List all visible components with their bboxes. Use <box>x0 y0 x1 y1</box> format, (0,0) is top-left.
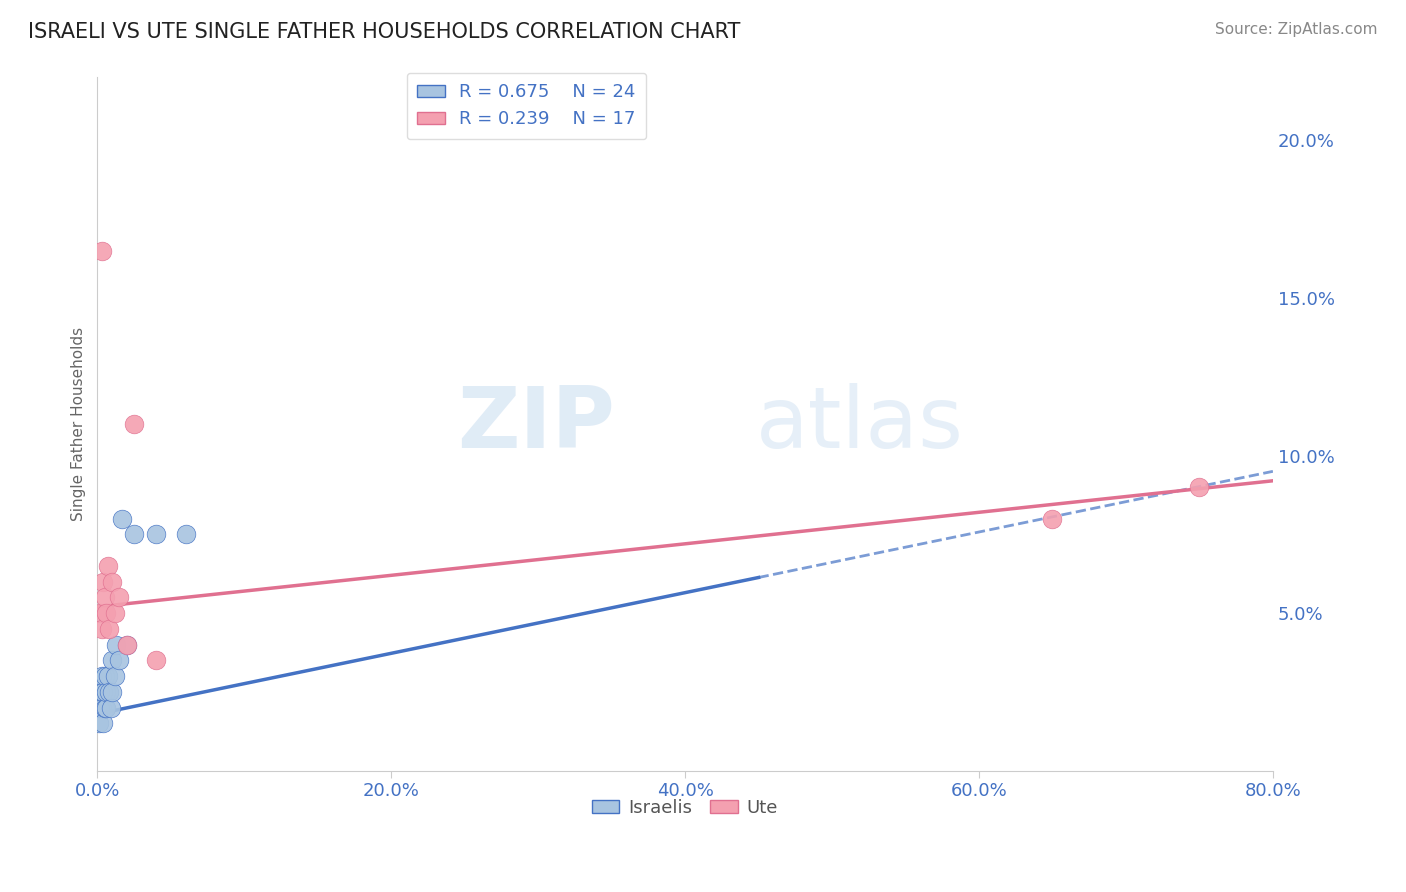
Point <box>93 700 115 714</box>
Point <box>87 716 110 731</box>
Point <box>145 653 167 667</box>
Point <box>97 558 120 573</box>
Text: ISRAELI VS UTE SINGLE FATHER HOUSEHOLDS CORRELATION CHART: ISRAELI VS UTE SINGLE FATHER HOUSEHOLDS … <box>28 22 741 42</box>
Text: ZIP: ZIP <box>457 383 614 466</box>
Point <box>93 669 115 683</box>
Point <box>101 685 124 699</box>
Point <box>98 622 121 636</box>
Point <box>90 669 112 683</box>
Point <box>91 685 114 699</box>
Point <box>1042 511 1064 525</box>
Point <box>122 527 145 541</box>
Point <box>122 417 145 431</box>
Point <box>104 606 127 620</box>
Point <box>90 244 112 258</box>
Point <box>105 638 128 652</box>
Text: atlas: atlas <box>755 383 963 466</box>
Point <box>90 700 112 714</box>
Point <box>115 638 138 652</box>
Point <box>96 606 118 620</box>
Y-axis label: Single Father Households: Single Father Households <box>72 327 86 521</box>
Point <box>91 716 114 731</box>
Point <box>100 700 122 714</box>
Point <box>90 622 112 636</box>
Point <box>108 591 131 605</box>
Point <box>97 669 120 683</box>
Point <box>89 685 111 699</box>
Point <box>104 669 127 683</box>
Point <box>101 653 124 667</box>
Point <box>96 685 118 699</box>
Point <box>1188 480 1211 494</box>
Text: Source: ZipAtlas.com: Source: ZipAtlas.com <box>1215 22 1378 37</box>
Point <box>108 653 131 667</box>
Point <box>174 527 197 541</box>
Point <box>89 606 111 620</box>
Legend: Israelis, Ute: Israelis, Ute <box>585 791 785 824</box>
Point <box>96 700 118 714</box>
Point <box>93 591 115 605</box>
Point <box>145 527 167 541</box>
Point <box>101 574 124 589</box>
Point <box>89 700 111 714</box>
Point <box>115 638 138 652</box>
Point <box>111 511 134 525</box>
Point <box>91 574 114 589</box>
Point <box>98 685 121 699</box>
